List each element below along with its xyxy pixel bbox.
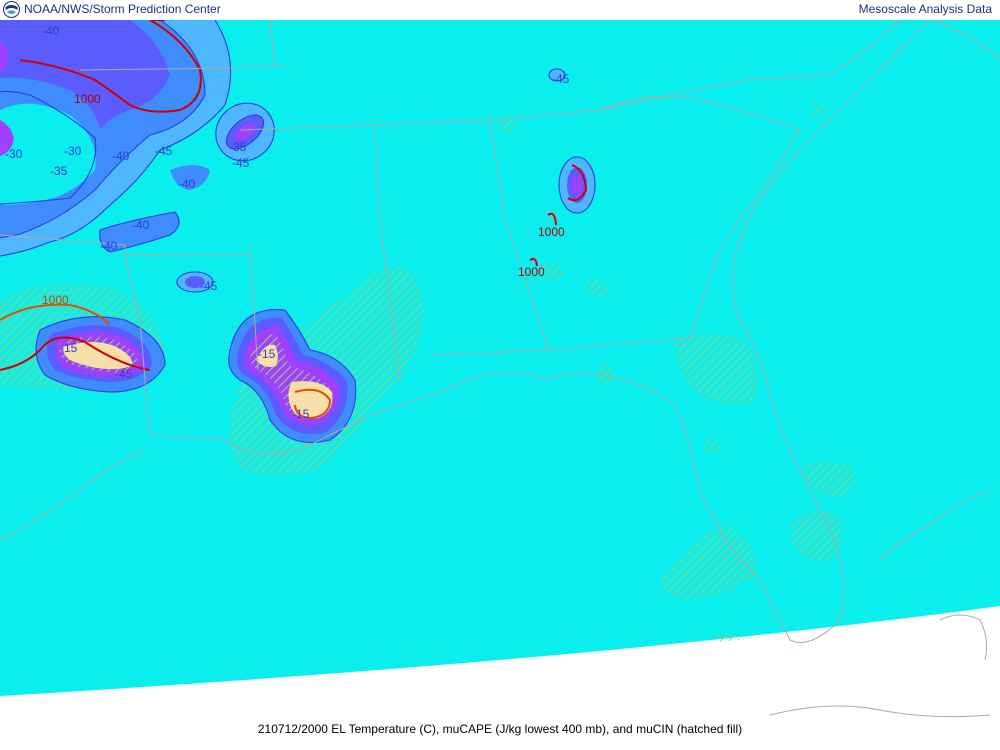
label-minus15: -15 bbox=[292, 407, 310, 421]
label-1000: 1000 bbox=[538, 225, 565, 239]
header-bar: NOAA/NWS/Storm Prediction Center Mesosca… bbox=[0, 0, 1000, 20]
noaa-logo-icon bbox=[3, 1, 20, 18]
label-minus45: -45 bbox=[155, 144, 173, 158]
label-1000: 1000 bbox=[518, 265, 545, 279]
storm-core-west bbox=[36, 316, 165, 392]
analysis-map: -40 -40 -40 -40 -40 -45 -45 -45 -45 -45 … bbox=[0, 20, 1000, 718]
map-domain-fill bbox=[0, 20, 1000, 696]
label-minus15: -15 bbox=[258, 347, 276, 361]
cold-el-spot-b bbox=[177, 272, 213, 292]
storm-core-east bbox=[228, 309, 356, 443]
label-minus45: -45 bbox=[552, 72, 570, 86]
label-minus30: -30 bbox=[64, 144, 82, 158]
state-boundaries bbox=[0, 20, 1000, 441]
product-title: Mesoscale Analysis Data bbox=[858, 2, 992, 16]
el-temperature-contours bbox=[0, 20, 596, 444]
map-caption: 210712/2000 EL Temperature (C), muCAPE (… bbox=[257, 722, 743, 736]
org-title: NOAA/NWS/Storm Prediction Center bbox=[24, 2, 221, 16]
label-minus30: -30 bbox=[5, 147, 23, 161]
cold-el-spot-d bbox=[549, 69, 565, 81]
label-minus40: -40 bbox=[132, 218, 150, 232]
label-minus45: -45 bbox=[232, 156, 250, 170]
label-minus40: -40 bbox=[112, 149, 130, 163]
label-minus40: -40 bbox=[178, 177, 196, 191]
label-minus40: -40 bbox=[100, 239, 118, 253]
cold-el-spot-a bbox=[215, 103, 275, 161]
label-minus45: -45 bbox=[115, 367, 133, 381]
label-minus45: -45 bbox=[200, 279, 218, 293]
label-1000: 1000 bbox=[42, 293, 69, 307]
label-minus35: -35 bbox=[50, 164, 68, 178]
label-minus40: -40 bbox=[42, 24, 60, 38]
label-minus15: -15 bbox=[60, 341, 78, 355]
label-minus35: -35 bbox=[229, 140, 247, 154]
coastline bbox=[0, 20, 991, 718]
mucape-contours bbox=[0, 20, 588, 420]
label-1000: 1000 bbox=[74, 92, 101, 106]
contour-labels: -40 -40 -40 -40 -40 -45 -45 -45 -45 -45 … bbox=[5, 24, 570, 421]
